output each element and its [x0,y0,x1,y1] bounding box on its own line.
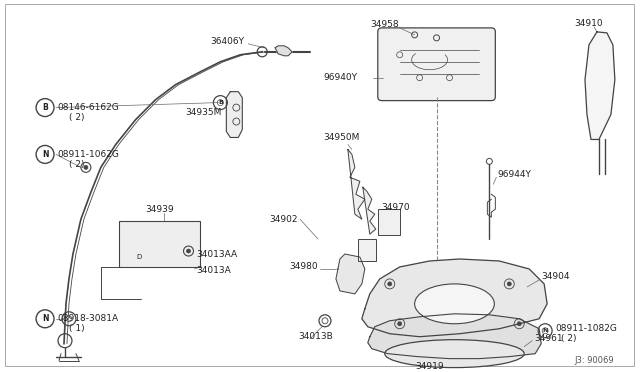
Bar [358,239,376,261]
Circle shape [517,322,521,326]
Polygon shape [368,314,541,359]
Text: 34961: 34961 [534,334,563,343]
Polygon shape [336,254,365,294]
Text: N: N [42,150,48,159]
Text: 34980: 34980 [289,263,318,272]
Text: N: N [42,314,48,323]
Polygon shape [362,259,547,337]
Ellipse shape [415,284,494,324]
Text: 34013AA: 34013AA [196,250,237,259]
Text: 08911-1062G: 08911-1062G [57,150,119,159]
Bar [315,18,619,354]
Circle shape [397,322,402,326]
FancyBboxPatch shape [378,28,495,100]
Text: 34013B: 34013B [298,332,333,341]
Text: 96940Y: 96940Y [323,73,357,82]
Text: 34970: 34970 [382,203,410,212]
Text: 34950M: 34950M [323,133,360,142]
Text: 34935M: 34935M [186,108,222,117]
Polygon shape [585,32,615,140]
Polygon shape [227,92,243,138]
Text: 34904: 34904 [541,272,570,282]
Text: N: N [543,328,548,333]
Text: 08911-1082G: 08911-1082G [555,324,617,333]
Circle shape [84,166,88,169]
Text: J3: 90069: J3: 90069 [574,356,614,365]
Polygon shape [275,46,292,56]
Text: 96944Y: 96944Y [497,170,531,179]
Text: 34958: 34958 [370,20,399,29]
Text: ( 2): ( 2) [69,160,84,169]
Text: D: D [136,254,141,260]
Bar [378,209,400,235]
Text: B: B [218,100,223,105]
Text: 34902: 34902 [269,215,298,224]
Bar [119,221,200,267]
Text: 34939: 34939 [146,205,174,214]
Text: 08918-3081A: 08918-3081A [57,314,118,323]
Circle shape [388,282,392,286]
Text: 34013A: 34013A [196,266,231,275]
Polygon shape [348,150,365,219]
Circle shape [508,282,511,286]
Text: ( 2): ( 2) [561,334,577,343]
Text: 34910: 34910 [574,19,603,28]
Text: 34919: 34919 [415,362,444,371]
Polygon shape [363,187,376,234]
Ellipse shape [385,340,524,368]
Text: ( 1): ( 1) [69,324,84,333]
Text: 08146-6162G: 08146-6162G [57,103,119,112]
Text: ( 2): ( 2) [69,113,84,122]
Text: 36406Y: 36406Y [211,37,244,46]
Circle shape [186,249,191,253]
Text: B: B [42,103,48,112]
